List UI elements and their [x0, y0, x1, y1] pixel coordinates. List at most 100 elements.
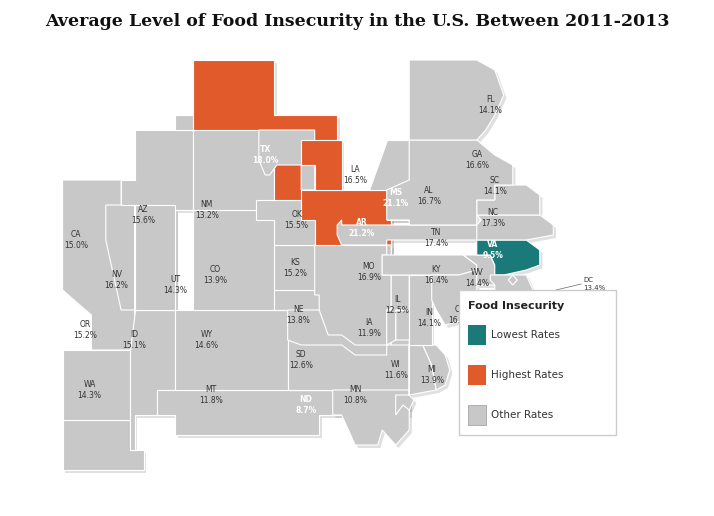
Polygon shape — [498, 298, 551, 323]
Polygon shape — [529, 343, 558, 378]
Polygon shape — [412, 63, 506, 143]
Text: FL
14.1%: FL 14.1% — [478, 95, 502, 115]
Polygon shape — [555, 350, 567, 365]
Polygon shape — [479, 218, 556, 243]
Text: MO
16.9%: MO 16.9% — [357, 262, 381, 282]
Polygon shape — [555, 350, 568, 375]
Polygon shape — [391, 310, 436, 395]
Polygon shape — [508, 275, 517, 285]
Polygon shape — [274, 245, 391, 290]
Polygon shape — [396, 345, 450, 415]
Polygon shape — [336, 393, 412, 448]
Polygon shape — [529, 338, 556, 353]
Polygon shape — [178, 313, 291, 393]
Polygon shape — [540, 298, 554, 318]
Polygon shape — [137, 208, 178, 313]
Polygon shape — [337, 220, 481, 245]
Text: PA
11.8%: PA 11.8% — [501, 320, 525, 340]
Polygon shape — [277, 248, 394, 293]
Polygon shape — [106, 205, 135, 310]
Polygon shape — [193, 210, 288, 310]
Text: Other Rates: Other Rates — [491, 410, 553, 420]
Text: AR
21.2%: AR 21.2% — [348, 218, 375, 238]
Text: LA
16.5%: LA 16.5% — [343, 165, 367, 185]
Polygon shape — [160, 393, 336, 438]
Text: OH
16.0%: OH 16.0% — [448, 305, 473, 325]
Text: Food Insecurity: Food Insecurity — [468, 301, 564, 311]
Polygon shape — [466, 258, 498, 288]
Polygon shape — [394, 313, 439, 398]
Polygon shape — [412, 278, 434, 348]
Polygon shape — [368, 140, 409, 220]
Polygon shape — [178, 118, 277, 213]
Polygon shape — [479, 188, 543, 218]
Text: ID
15.1%: ID 15.1% — [123, 330, 146, 350]
Polygon shape — [65, 183, 137, 353]
Polygon shape — [63, 350, 130, 420]
Text: SC
14.1%: SC 14.1% — [483, 176, 507, 196]
Polygon shape — [340, 223, 484, 248]
Polygon shape — [409, 275, 432, 345]
Text: MD
13.3%: MD 13.3% — [593, 291, 615, 303]
Polygon shape — [434, 273, 479, 328]
Text: IN
14.1%: IN 14.1% — [417, 308, 441, 328]
Polygon shape — [493, 323, 560, 371]
Polygon shape — [315, 245, 391, 345]
Text: OK
15.5%: OK 15.5% — [285, 211, 308, 230]
Polygon shape — [558, 370, 578, 410]
Text: CO
13.9%: CO 13.9% — [203, 265, 228, 285]
Text: NY
14.0%: NY 14.0% — [517, 358, 541, 378]
Polygon shape — [526, 335, 553, 350]
Polygon shape — [382, 245, 409, 345]
Polygon shape — [538, 295, 551, 315]
Polygon shape — [193, 60, 391, 245]
Text: OR
15.2%: OR 15.2% — [73, 320, 97, 340]
FancyBboxPatch shape — [458, 290, 616, 435]
Bar — [468, 325, 486, 345]
Polygon shape — [409, 60, 504, 140]
Text: NV
16.2%: NV 16.2% — [105, 270, 129, 289]
Polygon shape — [291, 393, 412, 418]
Polygon shape — [274, 290, 409, 340]
Polygon shape — [65, 353, 133, 423]
Text: CT
13.4%: CT 13.4% — [583, 331, 605, 344]
Polygon shape — [288, 340, 409, 390]
Text: IA
11.9%: IA 11.9% — [357, 318, 381, 337]
Polygon shape — [288, 310, 391, 355]
Text: MA
10.6%: MA 10.6% — [583, 357, 605, 369]
Polygon shape — [387, 140, 513, 225]
Text: VT
13.2%: VT 13.2% — [553, 386, 575, 399]
Text: TX
18.0%: TX 18.0% — [252, 146, 278, 165]
Polygon shape — [558, 353, 570, 368]
Text: RI
14.4%: RI 14.4% — [593, 344, 615, 357]
Polygon shape — [301, 140, 342, 190]
Polygon shape — [109, 208, 137, 313]
Text: GA
16.6%: GA 16.6% — [465, 150, 489, 170]
Text: DE
12.9%: DE 12.9% — [583, 303, 605, 316]
Text: VA
9.5%: VA 9.5% — [483, 240, 503, 260]
Polygon shape — [196, 63, 394, 248]
Text: WY
14.6%: WY 14.6% — [195, 330, 218, 350]
Polygon shape — [540, 313, 560, 343]
Text: MI
13.9%: MI 13.9% — [420, 365, 443, 385]
Polygon shape — [175, 115, 274, 210]
Polygon shape — [558, 353, 571, 378]
Polygon shape — [371, 143, 412, 223]
Text: AL
16.7%: AL 16.7% — [417, 186, 441, 206]
Polygon shape — [493, 278, 538, 298]
Polygon shape — [63, 180, 135, 350]
Text: IL
12.5%: IL 12.5% — [386, 295, 409, 315]
Text: ND
8.7%: ND 8.7% — [295, 395, 316, 415]
Polygon shape — [477, 215, 553, 240]
Polygon shape — [175, 310, 288, 390]
Polygon shape — [495, 295, 549, 320]
Bar — [468, 405, 486, 425]
Text: WA
14.3%: WA 14.3% — [78, 380, 101, 400]
Text: MS
21.1%: MS 21.1% — [383, 188, 409, 208]
Text: WI
11.6%: WI 11.6% — [384, 360, 408, 380]
Text: NH
10.2%: NH 10.2% — [570, 379, 592, 392]
Polygon shape — [121, 130, 193, 310]
Polygon shape — [256, 190, 391, 245]
Text: TN
17.4%: TN 17.4% — [424, 228, 448, 248]
Polygon shape — [259, 130, 315, 190]
